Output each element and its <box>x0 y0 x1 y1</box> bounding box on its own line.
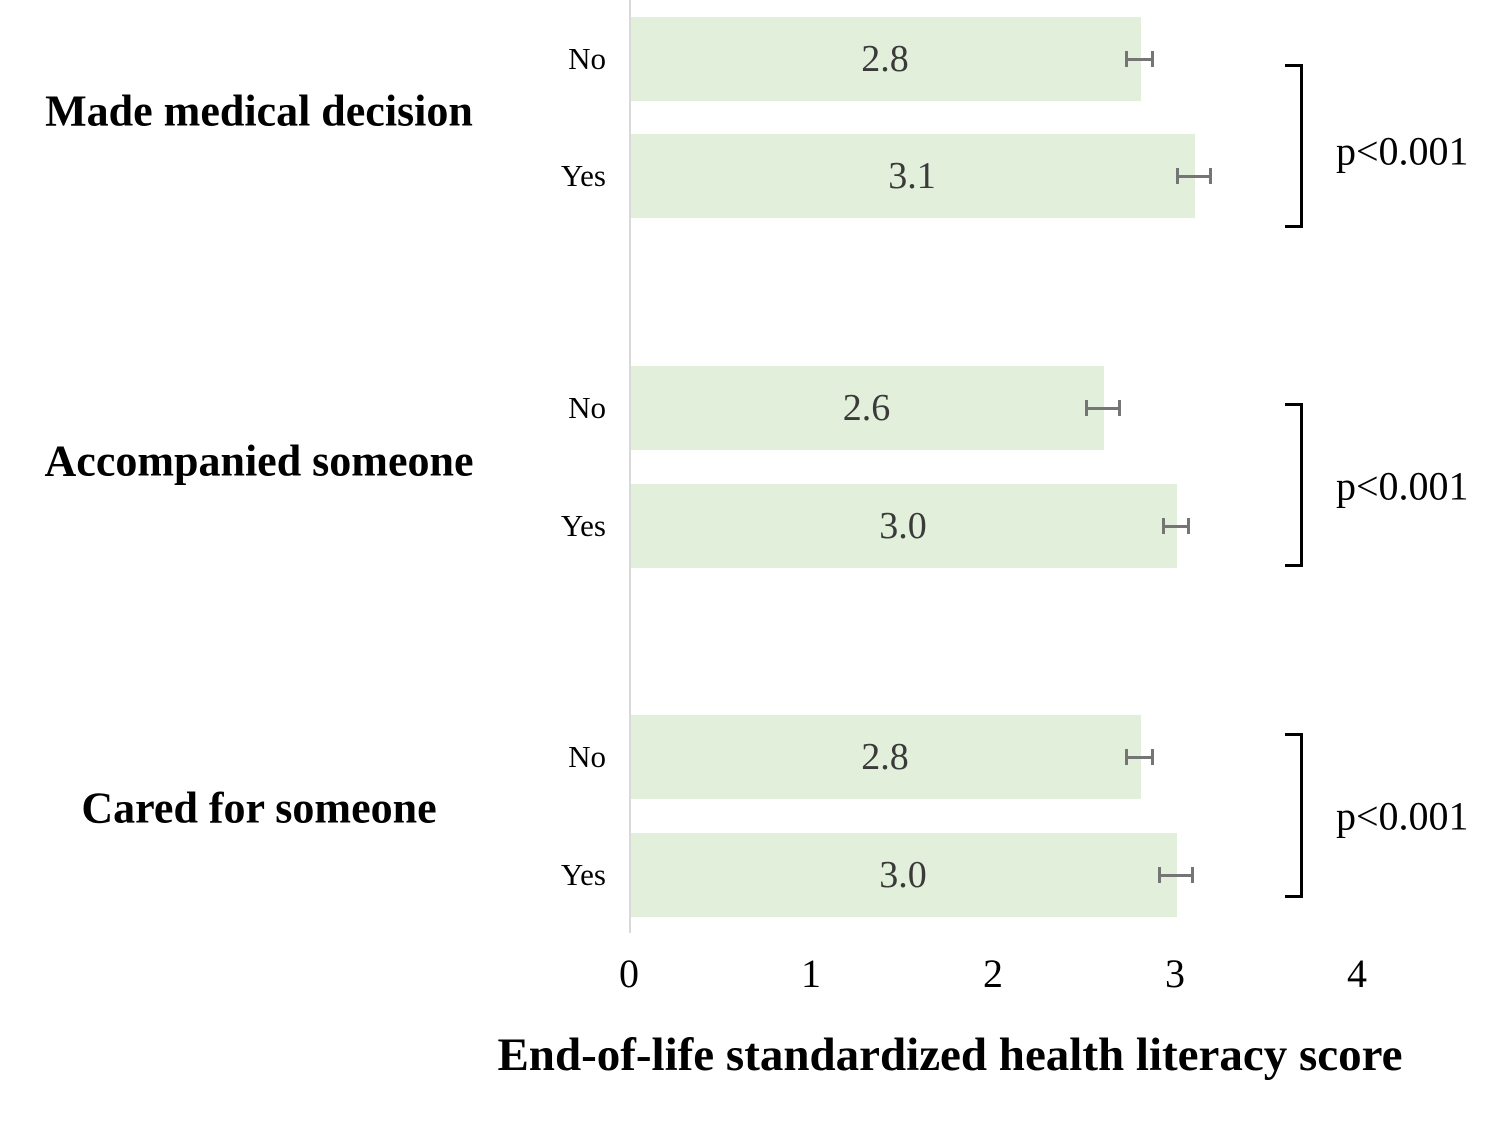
error-bar-line <box>1159 873 1193 877</box>
bracket-vertical-line <box>1300 733 1303 898</box>
bracket-vertical-line <box>1300 403 1303 567</box>
error-bar-cap-left <box>1085 400 1089 416</box>
group-label: Made medical decision <box>45 86 473 136</box>
bar-accompanied-someone-yes <box>631 484 1177 568</box>
bracket-top-arm <box>1285 403 1303 406</box>
bracket-top-arm <box>1285 733 1303 736</box>
group-label: Accompanied someone <box>44 436 474 486</box>
bar-cared-for-someone-yes <box>631 833 1177 917</box>
bar-value-label: 2.8 <box>861 736 909 778</box>
category-label: Yes <box>560 857 606 892</box>
x-tick-label: 3 <box>1165 951 1185 996</box>
category-label: No <box>568 739 606 774</box>
error-bar-line <box>1177 174 1211 178</box>
bracket-bottom-arm <box>1285 895 1303 898</box>
x-tick-label: 1 <box>801 951 821 996</box>
bracket-bottom-arm <box>1285 225 1303 228</box>
error-bar-cap-left <box>1158 867 1162 883</box>
bar-cared-for-someone-no <box>631 715 1141 799</box>
error-bar-line <box>1126 755 1153 759</box>
error-bar-cap-right <box>1118 400 1122 416</box>
bracket-bottom-arm <box>1285 564 1303 567</box>
x-tick-label: 4 <box>1347 951 1367 996</box>
bar-value-label: 2.8 <box>861 38 909 80</box>
category-axis-line <box>629 0 631 933</box>
x-tick-label: 0 <box>619 951 639 996</box>
p-value-label: p<0.001 <box>1336 793 1469 839</box>
error-bar-cap-right <box>1187 518 1191 534</box>
bar-value-label: 2.6 <box>842 387 891 429</box>
error-bar-cap-left <box>1176 168 1180 184</box>
category-label: Yes <box>560 508 606 543</box>
bracket-vertical-line <box>1300 64 1303 228</box>
p-value-label: p<0.001 <box>1336 463 1469 509</box>
bar-value-label: 3.0 <box>879 505 927 547</box>
category-label: Yes <box>560 158 606 193</box>
error-bar-line <box>1126 57 1153 61</box>
group-label: Cared for someone <box>81 783 437 833</box>
bar-accompanied-someone-no <box>631 366 1104 450</box>
bar-value-label: 3.1 <box>888 155 936 197</box>
bar-made-medical-decision-yes <box>631 134 1195 218</box>
error-bar-cap-right <box>1150 51 1154 67</box>
error-bar-cap-left <box>1161 518 1165 534</box>
bar-value-label: 3.0 <box>879 854 927 896</box>
error-bar-cap-right <box>1209 168 1213 184</box>
bar-made-medical-decision-no <box>631 17 1141 101</box>
error-bar-cap-right <box>1150 749 1154 765</box>
x-axis-title: End-of-life standardized health literacy… <box>497 1029 1403 1081</box>
category-label: No <box>568 390 606 425</box>
x-tick-label: 2 <box>983 951 1003 996</box>
category-label: No <box>568 41 606 76</box>
bracket-top-arm <box>1285 64 1303 67</box>
error-bar-cap-right <box>1190 867 1194 883</box>
error-bar-line <box>1163 524 1189 528</box>
error-bar-line <box>1086 406 1120 410</box>
p-value-label: p<0.001 <box>1336 128 1469 174</box>
error-bar-cap-left <box>1125 51 1129 67</box>
error-bar-cap-left <box>1125 749 1129 765</box>
